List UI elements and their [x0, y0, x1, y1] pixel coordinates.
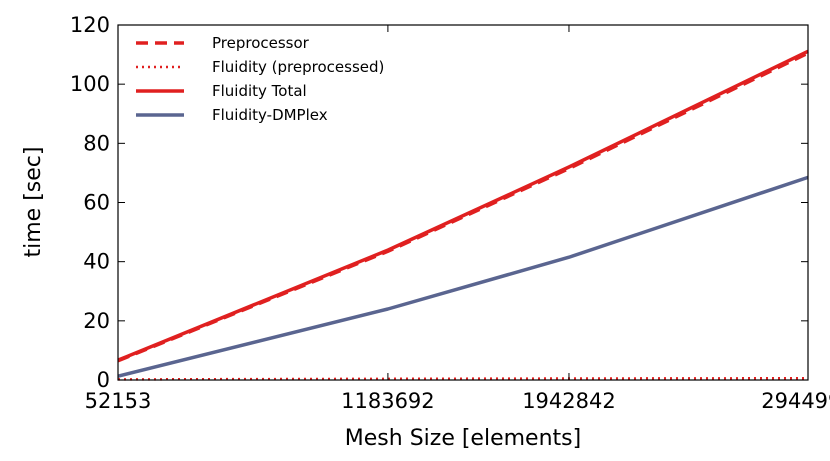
legend-label-2: Fluidity Total [212, 82, 307, 100]
series-line-1 [117, 376, 809, 381]
y-tick-label-4: 80 [83, 131, 110, 155]
legend-label-3: Fluidity-DMPlex [212, 106, 328, 124]
x-tick-label-2: 1942842 [522, 389, 616, 413]
y-tick-label-5: 100 [70, 72, 110, 96]
y-tick-label-6: 120 [70, 13, 110, 37]
plot-area [118, 25, 808, 380]
y-tick-label-0: 0 [97, 368, 110, 392]
y-tick-label-2: 40 [83, 250, 110, 274]
series-line-2 [117, 49, 809, 362]
y-axis-label: time [sec] [21, 147, 46, 258]
x-tick-label-3: 2944992 [761, 389, 830, 413]
series-layer [117, 49, 809, 381]
y-tick-label-3: 60 [83, 191, 110, 215]
x-tick-label-0: 52153 [85, 389, 152, 413]
series-line-3 [117, 175, 809, 378]
x-axis-label: Mesh Size [elements] [345, 426, 581, 451]
ticks-layer: 0 20 40 60 80 100 120 52153 1183692 1942842 294499… [70, 13, 830, 413]
y-tick-label-1: 20 [83, 309, 110, 333]
legend-label-1: Fluidity (preprocessed) [212, 58, 384, 76]
x-tick-label-1: 1183692 [341, 389, 435, 413]
legend: Preprocessor Fluidity (preprocessed) Fluid… [136, 34, 384, 124]
legend-label-0: Preprocessor [212, 34, 310, 52]
